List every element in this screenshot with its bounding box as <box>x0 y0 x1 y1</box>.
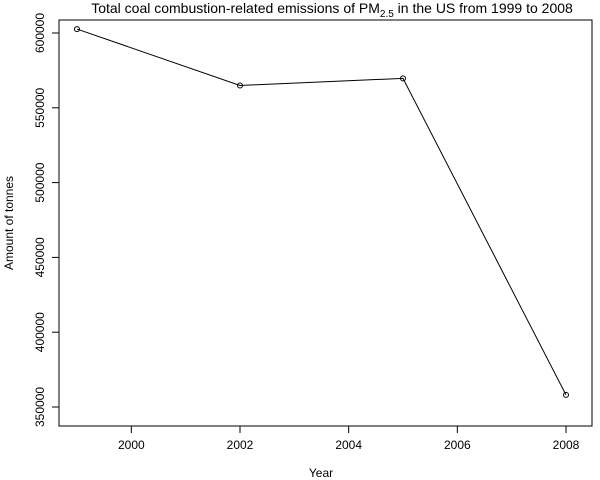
data-point-3 <box>563 391 569 398</box>
data-point-1 <box>237 82 243 89</box>
x-tick-label-4: 2008 <box>553 438 580 452</box>
y-tick-label-2: 450000 <box>33 237 47 277</box>
y-axis-label: Amount of tonnes <box>2 176 16 270</box>
y-tick-label-5: 600000 <box>33 13 47 53</box>
y-tick-label-0: 350000 <box>33 387 47 427</box>
x-axis-label: Year <box>309 466 333 480</box>
y-axis: 350000 400000 450000 500000 550000 600000 <box>33 13 59 427</box>
x-tick-label-2: 2004 <box>335 438 362 452</box>
x-axis: 2000 2002 2004 2006 2008 <box>118 426 580 452</box>
x-tick-label-0: 2000 <box>118 438 145 452</box>
plot-frame <box>58 19 593 427</box>
chart-title-suffix: in the US from 1999 to 2008 <box>394 0 573 16</box>
y-tick-label-3: 500000 <box>33 162 47 202</box>
y-tick-label-4: 550000 <box>33 87 47 127</box>
chart-title: Total coal combustion-related emissions … <box>91 0 573 20</box>
chart-title-prefix: Total coal combustion-related emissions … <box>91 0 380 16</box>
series-polyline <box>76 28 567 396</box>
y-tick-label-1: 400000 <box>33 312 47 352</box>
x-tick-label-3: 2006 <box>444 438 471 452</box>
data-point-0 <box>74 26 80 33</box>
series-line <box>74 26 569 398</box>
data-point-2 <box>400 75 406 82</box>
x-tick-label-1: 2002 <box>227 438 254 452</box>
chart-title-subscript: 2.5 <box>380 9 394 20</box>
